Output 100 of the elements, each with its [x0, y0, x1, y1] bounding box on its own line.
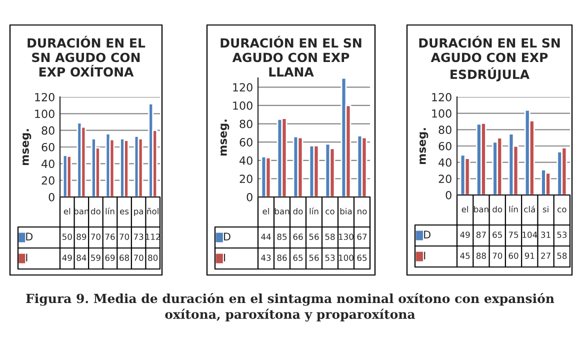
y-tick-label: 40 [240, 156, 252, 165]
data-label: 73 [134, 234, 144, 240]
y-tick-label: 0 [246, 192, 252, 202]
x-tick-label: es [120, 210, 129, 214]
data-label: 27 [541, 252, 550, 259]
data-label: 91 [524, 252, 534, 259]
bar [313, 145, 320, 197]
bar [361, 136, 368, 197]
data-label: 65 [357, 254, 367, 261]
y-tick-label: 40 [42, 160, 54, 168]
x-tick-label: el [64, 208, 70, 214]
data-label: 65 [293, 254, 303, 261]
x-tick-label: co [558, 208, 566, 212]
y-tick-label: 0 [48, 192, 54, 202]
legend-label: D [26, 232, 33, 240]
data-label: 70 [91, 234, 100, 240]
x-tick-label: ban [474, 206, 488, 212]
x-tick-label: el [462, 206, 468, 212]
legend-label: I [424, 252, 426, 260]
x-tick-label: lín [310, 208, 318, 214]
data-label: 68 [120, 254, 130, 261]
bar [281, 118, 288, 197]
y-tick-label: 20 [438, 174, 452, 184]
x-tick-label: lín [509, 206, 518, 212]
chart-title: DURACIÓN EN EL SN AGUDO CON EXP LLANA [220, 36, 362, 76]
data-label: 75 [508, 232, 518, 238]
data-label: 89 [76, 234, 86, 240]
x-tick-label: clá [524, 206, 535, 212]
data-label: 66 [293, 234, 303, 240]
y-tick-label: 60 [42, 142, 54, 152]
x-tick-label: ñol [147, 208, 158, 214]
y-tick-label: 80 [42, 126, 54, 135]
legend-label: I [224, 254, 226, 262]
y-axis-title: mseg. [420, 128, 428, 164]
data-label: 56 [309, 234, 319, 240]
bar [464, 158, 470, 195]
x-tick-label: bia [340, 208, 352, 214]
y-tick-label: 0 [446, 190, 452, 200]
data-label: 53 [325, 254, 335, 261]
data-label: 130 [338, 234, 354, 240]
y-tick-label: 120 [432, 92, 452, 102]
data-label: 80 [148, 254, 158, 261]
y-tick-label: 60 [438, 142, 452, 150]
data-label: 65 [492, 232, 502, 238]
x-tick-label: el [262, 208, 269, 214]
y-tick-label: 20 [240, 174, 252, 184]
chart-title: DURACIÓN EN EL SN AGUDO CON EXP ESDRÚJULA [419, 36, 560, 82]
data-label: 84 [76, 254, 86, 261]
x-tick-label: do [293, 208, 303, 214]
y-axis-title: mseg. [220, 120, 230, 156]
y-tick-label: 100 [233, 101, 252, 110]
x-tick-label: lín [106, 208, 114, 214]
data-label: 50 [62, 234, 72, 240]
bar [66, 155, 72, 197]
data-label: 49 [460, 232, 470, 238]
y-tick-label: 120 [233, 83, 252, 92]
data-label: 53 [557, 232, 567, 238]
x-tick-label: co [326, 210, 334, 214]
legend-label: D [424, 230, 430, 238]
data-label: 58 [325, 234, 335, 240]
y-tick-label: 120 [35, 92, 54, 102]
y-axis-title: mseg. [22, 129, 32, 166]
y-tick-label: 80 [438, 126, 452, 134]
bar [297, 136, 304, 197]
data-label: 69 [105, 254, 115, 261]
legend-label: D [224, 232, 230, 240]
data-label: 67 [357, 234, 367, 240]
data-label: 70 [492, 252, 502, 259]
bar [124, 140, 129, 197]
x-tick-label: no [358, 210, 367, 214]
data-label: 76 [105, 234, 115, 240]
data-label: 87 [476, 232, 486, 238]
data-label: 100 [338, 254, 354, 261]
x-tick-label: pa [134, 210, 144, 216]
chart-title: DURACIÓN EN EL SN AGUDO CON EXP OXÍTONA [28, 36, 146, 77]
data-label: 70 [120, 234, 130, 240]
x-tick-label: do [492, 206, 502, 212]
y-tick-label: 60 [240, 138, 252, 146]
y-tick-label: 80 [240, 120, 252, 128]
data-label: 60 [508, 252, 518, 259]
bar [80, 126, 86, 197]
data-label: 45 [460, 252, 470, 259]
data-label: 43 [261, 254, 271, 261]
data-label: 88 [476, 252, 486, 259]
data-label: 49 [62, 254, 72, 261]
data-label: 59 [91, 254, 100, 261]
y-tick-label: 40 [438, 158, 452, 167]
text: Figura 9. Media de duración en el sintagma nominal oxítono con expansión oxítona, paroxítona y proparoxítona [26, 293, 554, 322]
bar [138, 138, 144, 197]
x-tick-label: si [542, 206, 548, 212]
data-label: 56 [309, 254, 319, 261]
x-tick-label: do [90, 208, 100, 214]
data-label: 44 [261, 234, 271, 240]
data-label: 70 [134, 254, 144, 261]
x-tick-label: ban [274, 208, 290, 214]
data-label: 31 [541, 232, 550, 238]
data-label: 85 [277, 234, 287, 240]
bar [265, 156, 272, 197]
y-tick-label: 20 [42, 176, 54, 185]
data-label: 58 [557, 252, 567, 259]
